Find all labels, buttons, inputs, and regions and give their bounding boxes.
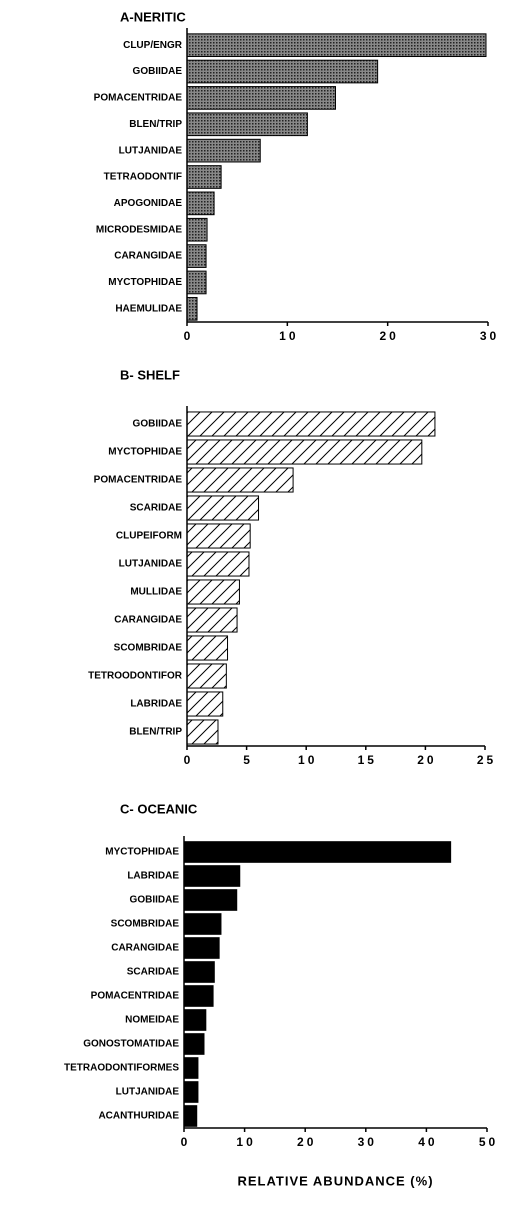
bar xyxy=(186,86,336,110)
bar xyxy=(183,1033,205,1055)
bar xyxy=(186,523,251,549)
category-label: BLEN/TRIP xyxy=(129,119,182,130)
bar xyxy=(186,191,215,216)
bar xyxy=(186,411,436,437)
category-label: GOBIIDAE xyxy=(133,419,183,430)
x-tick-label: 50 xyxy=(479,1135,498,1149)
category-label: GOBIIDAE xyxy=(133,66,183,77)
bar xyxy=(186,635,229,661)
bar xyxy=(186,270,207,295)
bar xyxy=(186,165,222,189)
bar xyxy=(183,937,220,959)
x-tick-label: 20 xyxy=(297,1135,316,1149)
category-label: MYCTOPHIDAE xyxy=(108,277,182,288)
category-label: LUTJANIDAE xyxy=(119,145,183,156)
category-label: SCARIDAE xyxy=(127,967,180,978)
category-label: GONOSTOMATIDAE xyxy=(83,1039,179,1050)
category-label: MYCTOPHIDAE xyxy=(105,847,179,858)
category-label: MYCTOPHIDAE xyxy=(108,447,182,458)
bar xyxy=(186,217,208,242)
category-label: POMACENTRIDAE xyxy=(94,93,183,104)
bar xyxy=(186,663,227,689)
bar xyxy=(183,865,241,887)
category-label: LUTJANIDAE xyxy=(119,559,183,570)
bar xyxy=(186,112,308,137)
bar xyxy=(186,691,224,717)
bar xyxy=(183,985,214,1007)
category-label: SCOMBRIDAE xyxy=(111,919,180,930)
category-label: POMACENTRIDAE xyxy=(91,991,180,1002)
category-label: MULLIDAE xyxy=(130,587,182,598)
bar xyxy=(186,138,261,163)
x-tick-label: 30 xyxy=(480,329,499,343)
category-label: CARANGIDAE xyxy=(114,615,182,626)
category-label: TETRAODONTIF xyxy=(104,172,182,183)
x-tick-label: 10 xyxy=(298,753,317,767)
x-tick-label: 0 xyxy=(184,753,194,767)
bar xyxy=(183,1009,207,1031)
x-tick-label: 20 xyxy=(417,753,436,767)
x-tick-label: 0 xyxy=(181,1135,191,1149)
bar xyxy=(183,1081,199,1103)
x-tick-label: 0 xyxy=(184,329,194,343)
category-label: NOMEIDAE xyxy=(125,1015,179,1026)
category-label: CARANGIDAE xyxy=(111,943,179,954)
category-label: CLUP/ENGR xyxy=(123,40,183,51)
x-tick-label: 40 xyxy=(418,1135,437,1149)
bar xyxy=(186,719,219,745)
category-label: HAEMULIDAE xyxy=(115,303,182,314)
bar xyxy=(186,33,487,58)
category-label: GOBIIDAE xyxy=(130,895,180,906)
bar xyxy=(183,1105,198,1127)
bar xyxy=(183,913,222,935)
x-tick-label: 20 xyxy=(379,329,398,343)
category-label: POMACENTRIDAE xyxy=(94,475,183,486)
bar xyxy=(183,841,452,863)
bar xyxy=(183,889,238,911)
category-label: LUTJANIDAE xyxy=(116,1087,180,1098)
bar xyxy=(186,579,240,605)
category-label: LABRIDAE xyxy=(130,699,182,710)
bar xyxy=(186,495,260,521)
panel-title: C- OCEANIC xyxy=(120,801,198,816)
bar xyxy=(186,244,207,268)
bar xyxy=(186,607,238,633)
category-label: ACANTHURIDAE xyxy=(98,1111,179,1122)
x-tick-label: 10 xyxy=(279,329,298,343)
bar xyxy=(183,961,215,983)
category-label: APOGONIDAE xyxy=(114,198,183,209)
bar xyxy=(186,551,250,577)
x-tick-label: 10 xyxy=(236,1135,255,1149)
x-axis-label: RELATIVE ABUNDANCE (%) xyxy=(237,1173,433,1188)
bar xyxy=(186,296,198,321)
bar xyxy=(186,59,379,84)
category-label: CLUPEIFORM xyxy=(116,531,182,542)
category-label: BLEN/TRIP xyxy=(129,727,182,738)
x-tick-label: 5 xyxy=(243,753,253,767)
x-tick-label: 25 xyxy=(477,753,496,767)
bar xyxy=(186,467,294,493)
category-label: LABRIDAE xyxy=(127,871,179,882)
category-label: CARANGIDAE xyxy=(114,251,182,262)
category-label: SCARIDAE xyxy=(130,503,183,514)
panel-title: B- SHELF xyxy=(120,367,180,382)
category-label: MICRODESMIDAE xyxy=(96,224,182,235)
category-label: TETRAODONTIFORMES xyxy=(64,1063,179,1074)
x-tick-label: 30 xyxy=(358,1135,377,1149)
panel-title: A-NERITIC xyxy=(120,9,186,24)
bar xyxy=(186,439,423,465)
bar xyxy=(183,1057,199,1079)
x-tick-label: 15 xyxy=(358,753,377,767)
category-label: SCOMBRIDAE xyxy=(114,643,183,654)
category-label: TETROODONTIFOR xyxy=(88,671,183,682)
